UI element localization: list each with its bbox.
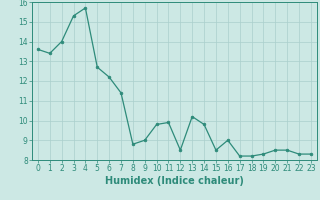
X-axis label: Humidex (Indice chaleur): Humidex (Indice chaleur) [105,176,244,186]
